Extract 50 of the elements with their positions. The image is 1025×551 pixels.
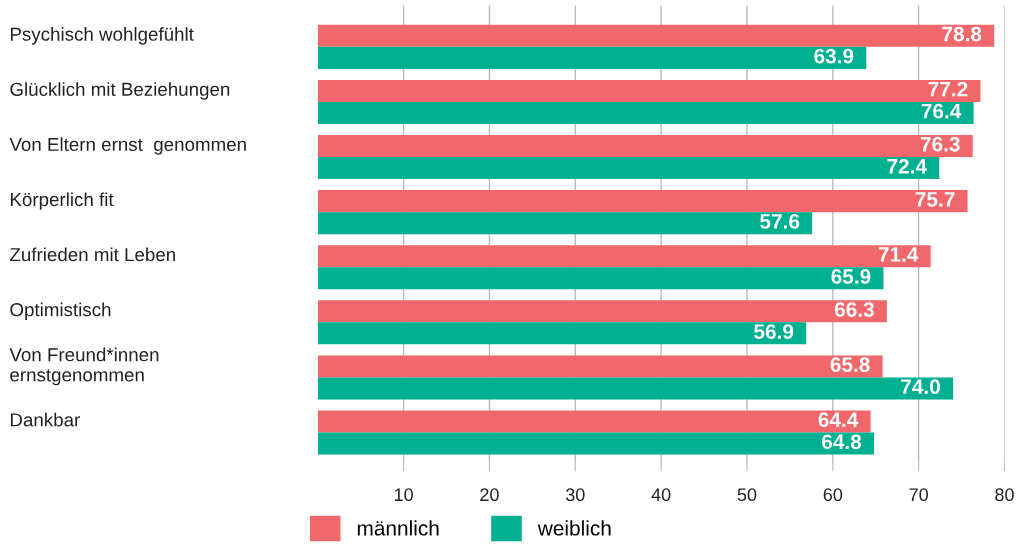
bar: [317, 300, 887, 323]
data-label: 74.0: [901, 379, 940, 395]
bar: [317, 267, 884, 290]
legend-label: weiblich: [537, 520, 611, 536]
bar: [317, 355, 883, 378]
x-tick-label: 40: [651, 488, 671, 502]
bar: [317, 46, 867, 69]
bar: [317, 24, 995, 47]
data-label: 66.3: [834, 302, 874, 317]
x-tick-label: 10: [394, 488, 413, 502]
bar: [317, 432, 875, 455]
x-tick-label: 60: [823, 488, 843, 502]
data-label: 77.2: [928, 81, 968, 97]
data-label: 65.9: [831, 269, 871, 284]
data-label: 63.9: [814, 48, 854, 64]
x-tick-label: 30: [565, 488, 585, 502]
y-tick-label: Psychisch wohlgefühlt: [10, 27, 194, 45]
data-label: 65.8: [830, 357, 870, 373]
data-label: 56.9: [754, 324, 794, 339]
y-tick-label: Glücklich mit Beziehungen: [10, 82, 230, 100]
data-label: 76.4: [921, 103, 962, 119]
bar: [317, 134, 973, 158]
bar: [317, 212, 813, 235]
data-label: 57.6: [760, 213, 800, 229]
y-tick-label: Körperlich fit: [10, 192, 114, 210]
bar: [317, 377, 953, 400]
bar: [317, 79, 981, 102]
bar: [317, 157, 940, 180]
bar: [317, 190, 968, 213]
y-tick-label: Von Eltern ernst genommen: [9, 137, 246, 155]
bar: [317, 410, 871, 433]
bar: [317, 245, 931, 268]
x-tick-label: 70: [909, 488, 928, 502]
data-label: 71.4: [878, 247, 919, 262]
y-tick-label: Von Freund*innen ernstgenommen: [9, 347, 159, 386]
bar: [317, 101, 974, 124]
bar: [317, 322, 807, 345]
x-tick-label: 20: [480, 488, 499, 502]
x-tick-label: 50: [737, 488, 757, 502]
x-tick-label: 80: [995, 488, 1014, 502]
data-label: 75.7: [915, 192, 955, 207]
y-tick-label: Optimistisch: [10, 302, 111, 321]
data-label: 78.8: [942, 26, 982, 42]
y-tick-label: Dankbar: [10, 412, 80, 427]
data-label: 64.4: [818, 412, 859, 428]
data-label: 76.3: [920, 136, 960, 152]
legend-label: männlich: [357, 520, 439, 536]
data-label: 64.8: [822, 434, 862, 450]
data-label: 72.4: [887, 158, 927, 174]
y-tick-label: Zufrieden mit Leben: [10, 247, 175, 262]
